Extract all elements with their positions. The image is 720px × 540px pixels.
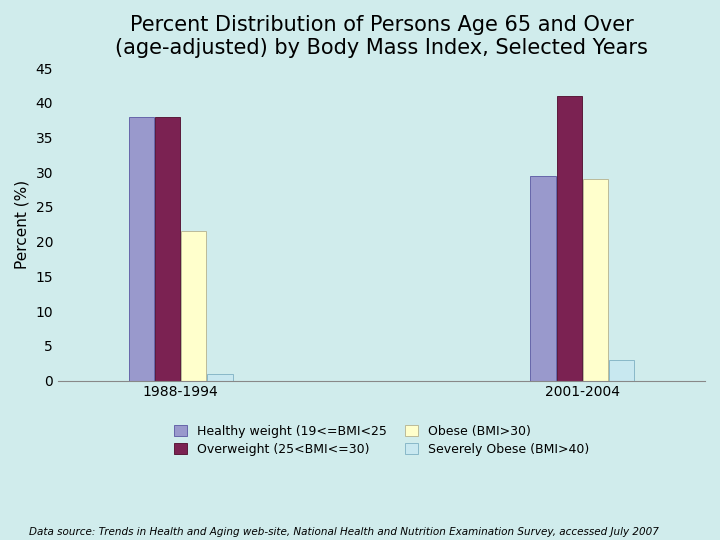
Bar (582, 179, 608, 381)
Bar (531, 176, 556, 381)
Text: Data source: Trends in Health and Aging web-site, National Health and Nutrition : Data source: Trends in Health and Aging … (29, 527, 659, 537)
Y-axis label: Percent (%): Percent (%) (15, 180, 30, 269)
Bar (181, 231, 207, 381)
Bar (207, 374, 233, 381)
Bar (155, 117, 180, 381)
Bar (557, 96, 582, 381)
Legend: Healthy weight (19<=BMI<25, Overweight (25<BMI<=30), Obese (BMI>30), Severely Ob: Healthy weight (19<=BMI<25, Overweight (… (171, 421, 593, 460)
Title: Percent Distribution of Persons Age 65 and Over
(age-adjusted) by Body Mass Inde: Percent Distribution of Persons Age 65 a… (115, 15, 648, 58)
Bar (609, 360, 634, 381)
Bar (129, 117, 154, 381)
